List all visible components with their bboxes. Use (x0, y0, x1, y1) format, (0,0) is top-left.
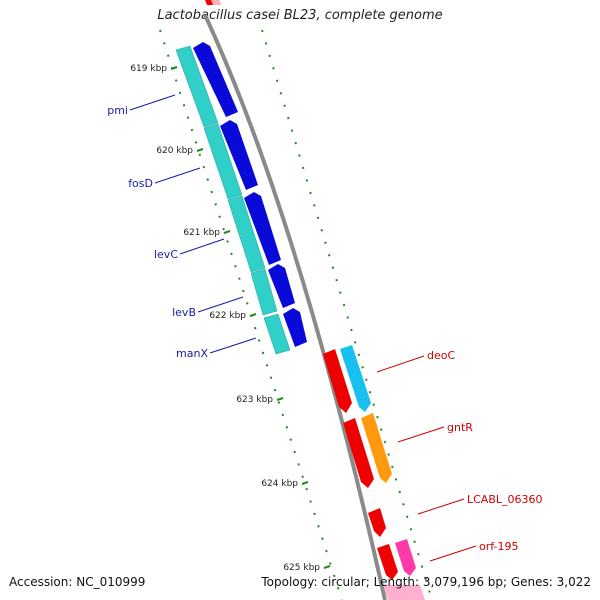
kbp-label-group: 619 kbp 620 kbp 621 kbp 622 kbp 623 kbp 624 k… (130, 64, 320, 573)
gene-label-manX[interactable]: manX (176, 347, 208, 360)
kbp-tick-mark (223, 230, 231, 234)
accession-text: Accession: NC_010999 (9, 575, 146, 589)
gene-label-gntR[interactable]: gntR (447, 421, 473, 434)
gene-arrow-levB[interactable] (268, 264, 295, 308)
gene-arrow-orf-195-red[interactable] (377, 544, 398, 580)
gene-label-levB[interactable]: levB (172, 306, 196, 319)
kbp-tick-mark (276, 397, 284, 401)
topology-text: Topology: circular; Length: 3,079,196 bp… (261, 575, 591, 589)
left-gene-arrows (193, 42, 307, 347)
kbp-label: 622 kbp (209, 311, 246, 321)
gene-arrow-bottom-pink[interactable] (383, 585, 425, 600)
left-gene-band (175, 45, 291, 355)
cyan-feature-levB[interactable] (250, 268, 278, 316)
tick-mark-group (170, 66, 331, 569)
gene-label-deoC[interactable]: deoC (427, 349, 455, 362)
gene-label-orf-195[interactable]: orf-195 (479, 540, 519, 553)
leader-levB (197, 296, 244, 313)
gene-label-levC[interactable]: levC (154, 248, 178, 261)
kbp-tick-mark (301, 481, 309, 485)
gene-arrow-pmi[interactable] (193, 42, 238, 117)
kbp-label: 620 kbp (156, 146, 193, 156)
gene-arrow-levC[interactable] (244, 192, 281, 265)
gene-labels: pmi fosD levC levB manX deoC gntR LCABL_… (107, 104, 542, 553)
leader-pmi (129, 94, 176, 111)
gene-label-pmi[interactable]: pmi (107, 104, 128, 117)
kbp-label: 621 kbp (183, 228, 220, 238)
kbp-label: 624 kbp (261, 479, 298, 489)
leader-gntR (397, 426, 445, 443)
cyan-feature-fosD[interactable] (203, 123, 243, 200)
leader-fosD (154, 167, 201, 184)
gene-label-LCABL_06360[interactable]: LCABL_06360 (467, 493, 543, 506)
kbp-label: 625 kbp (283, 563, 320, 573)
leader-manX (209, 337, 257, 354)
genome-backbone (203, 14, 387, 600)
gene-arrow-gntR-red[interactable] (343, 418, 374, 488)
gene-arrow-orf-195-magenta[interactable] (395, 539, 416, 576)
gene-arrow-manX[interactable] (283, 308, 307, 347)
leader-LCABL_06360 (417, 498, 465, 515)
gene-arrow-deoC-blue[interactable] (340, 345, 371, 412)
kbp-tick-mark (249, 313, 257, 317)
gene-arrow-LCABL_06360[interactable] (368, 508, 386, 537)
cyan-feature-pmi[interactable] (175, 45, 219, 128)
clipped-feature-top-pink (211, 0, 221, 5)
kbp-label: 623 kbp (236, 395, 273, 405)
gene-arrow-gntR-orange[interactable] (361, 413, 392, 483)
gene-label-fosD[interactable]: fosD (128, 177, 153, 190)
right-gene-features (323, 345, 425, 600)
map-title: Lactobacillus casei BL23, complete genom… (157, 8, 443, 23)
scale-track-right (261, 29, 433, 600)
leader-lines (129, 94, 477, 562)
leader-levC (179, 238, 225, 255)
gene-arrow-deoC-red[interactable] (323, 349, 352, 413)
gene-arrow-fosD[interactable] (220, 120, 258, 190)
kbp-tick-mark (323, 565, 331, 569)
leader-deoC (376, 355, 425, 373)
kbp-tick-mark (196, 148, 204, 152)
kbp-tick-mark (170, 66, 178, 70)
kbp-label: 619 kbp (130, 64, 167, 74)
leader-orf-195 (429, 545, 477, 562)
cyan-feature-manX[interactable] (263, 313, 291, 355)
cyan-feature-levC[interactable] (227, 195, 266, 273)
